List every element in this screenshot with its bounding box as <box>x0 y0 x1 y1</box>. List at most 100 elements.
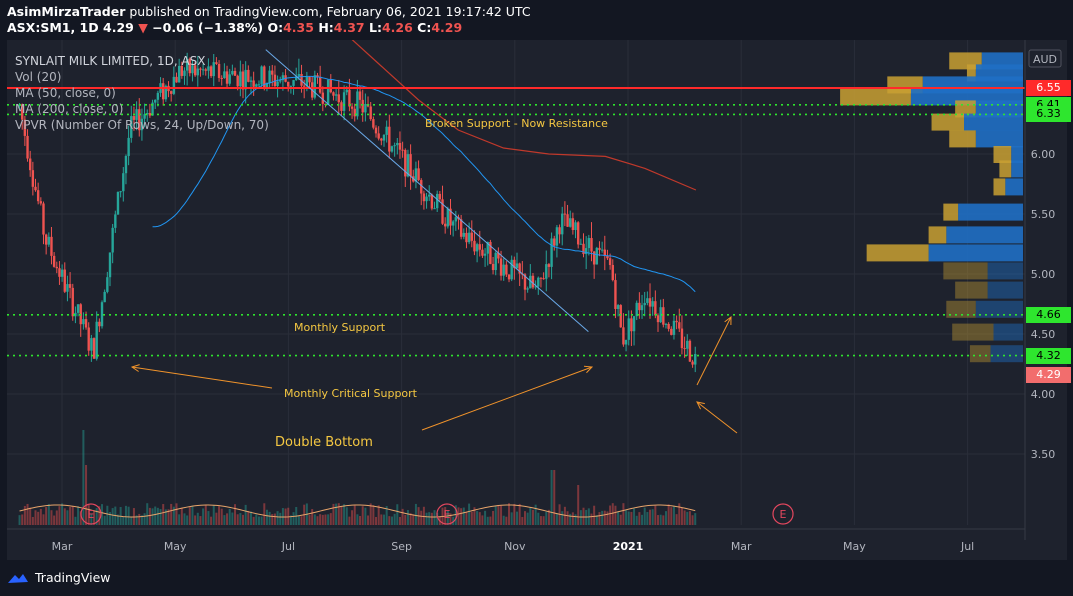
volume-bar <box>199 516 202 525</box>
candle-body <box>361 99 364 113</box>
volume-bar <box>311 509 314 525</box>
volume-bar <box>300 516 303 525</box>
price-axis-bg <box>1025 40 1067 560</box>
earnings-label: E <box>780 508 787 521</box>
tradingview-logo[interactable]: TradingView <box>7 570 111 585</box>
candle-body <box>47 236 51 245</box>
right-bottom-arrow <box>421 366 593 431</box>
volume-bar <box>247 510 250 525</box>
volume-bar <box>688 511 691 525</box>
volume-bar <box>545 511 548 525</box>
legend-vpvr[interactable]: VPVR (Number Of Rows, 24, Up/Down, 70) <box>15 118 269 132</box>
candle-body <box>225 71 229 84</box>
candle-body <box>640 305 644 311</box>
candle-body <box>489 241 492 264</box>
vpvr-up-bar <box>928 226 947 244</box>
price-chart-svg[interactable]: E E E Broken Support - Now Resistance Month… <box>7 40 1067 560</box>
legend-ma200[interactable]: MA (200, close, 0) <box>15 102 124 116</box>
vpvr-down-bar <box>975 300 1023 318</box>
candle-body <box>513 259 516 269</box>
volume-bar <box>457 507 460 525</box>
candle-body <box>518 263 521 274</box>
candle-body <box>505 264 508 275</box>
indicator-legend: SYNLAIT MILK LIMITED, 1D, ASX Vol (20) M… <box>15 53 269 133</box>
y-tick-label: 3.50 <box>1031 448 1056 461</box>
candle-body <box>233 70 237 76</box>
candle-body <box>531 275 535 288</box>
candle-body <box>470 232 473 241</box>
volume-bar <box>69 506 72 525</box>
volume-bar <box>236 514 239 525</box>
volume-bar <box>571 512 574 525</box>
volume-bar <box>279 512 282 525</box>
volume-bar <box>691 515 694 525</box>
volume-bar <box>627 511 630 525</box>
legend-ma50[interactable]: MA (50, close, 0) <box>15 86 116 100</box>
volume-bar <box>196 512 199 525</box>
horizontal-levels <box>7 87 1025 357</box>
monthly-support-label: Monthly Support <box>294 321 386 334</box>
volume-bar <box>364 507 367 525</box>
candle-body <box>63 269 66 292</box>
candle-body <box>318 77 322 93</box>
volume-bar <box>178 514 181 525</box>
candle-body <box>537 277 540 287</box>
volume-bar <box>63 508 66 525</box>
vpvr-up-bar <box>966 64 976 82</box>
candle-body <box>268 70 271 84</box>
axes: 6.00 5.50 5.00 4.50 4.00 3.50 Mar May Jul Sep Nov 2… <box>7 40 1067 560</box>
symbol-label[interactable]: ASX:SM1, 1D <box>7 20 99 35</box>
volume-bar <box>614 505 617 525</box>
down-arrow-icon: ▼ <box>138 20 148 35</box>
volume-bar <box>170 503 173 525</box>
volume-bar <box>393 513 396 525</box>
legend-title[interactable]: SYNLAIT MILK LIMITED, 1D, ASX <box>15 54 206 68</box>
volume-bar <box>271 514 274 525</box>
candle-body <box>436 193 439 209</box>
y-tick-label: 4.50 <box>1031 328 1056 341</box>
volume-bar <box>257 516 260 525</box>
volume-bar <box>667 504 670 525</box>
volume-bar <box>377 505 380 525</box>
y-tick-label: 4.00 <box>1031 388 1056 401</box>
volume-bar <box>351 510 354 525</box>
candle-body <box>257 84 261 86</box>
candle-body <box>252 80 255 87</box>
volume-bar <box>561 511 564 525</box>
volume-bar <box>207 511 210 525</box>
volume-bar <box>162 504 165 525</box>
candle-body <box>592 251 596 265</box>
candles <box>18 52 697 373</box>
vpvr-up-bar <box>840 88 911 106</box>
candle-body <box>196 68 199 76</box>
volume-bar <box>340 506 343 525</box>
candle-body <box>571 218 575 231</box>
candle-body <box>622 327 625 345</box>
candle-body <box>422 193 426 202</box>
candle-body <box>71 287 74 317</box>
vpvr-up-bar <box>866 244 929 262</box>
volume-bar <box>143 513 146 525</box>
volume-bar <box>85 465 88 525</box>
volume-bar <box>164 509 167 525</box>
candle-body <box>199 68 202 70</box>
chart-pane[interactable]: E E E Broken Support - Now Resistance Month… <box>7 40 1071 560</box>
candle-body <box>55 266 58 269</box>
candle-body <box>122 173 125 192</box>
candle-body <box>295 76 298 81</box>
candle-body <box>561 213 564 235</box>
volume-bar <box>675 514 678 525</box>
price-tag-p429: 4.29 <box>1026 366 1071 383</box>
volume-bar <box>106 505 109 525</box>
volume-bar <box>101 504 104 525</box>
candle-body <box>239 71 242 87</box>
volume-bar <box>680 507 683 525</box>
volume-bar <box>361 506 364 525</box>
legend-vol[interactable]: Vol (20) <box>15 70 62 84</box>
volume-bar <box>388 516 391 525</box>
candle-body <box>188 58 192 74</box>
candle-body <box>654 301 657 316</box>
author-name[interactable]: AsimMirzaTrader <box>7 4 126 19</box>
candle-body <box>44 234 48 245</box>
candle-body <box>279 80 282 82</box>
